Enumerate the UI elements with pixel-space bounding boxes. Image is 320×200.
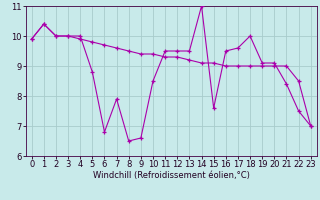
X-axis label: Windchill (Refroidissement éolien,°C): Windchill (Refroidissement éolien,°C)	[93, 171, 250, 180]
